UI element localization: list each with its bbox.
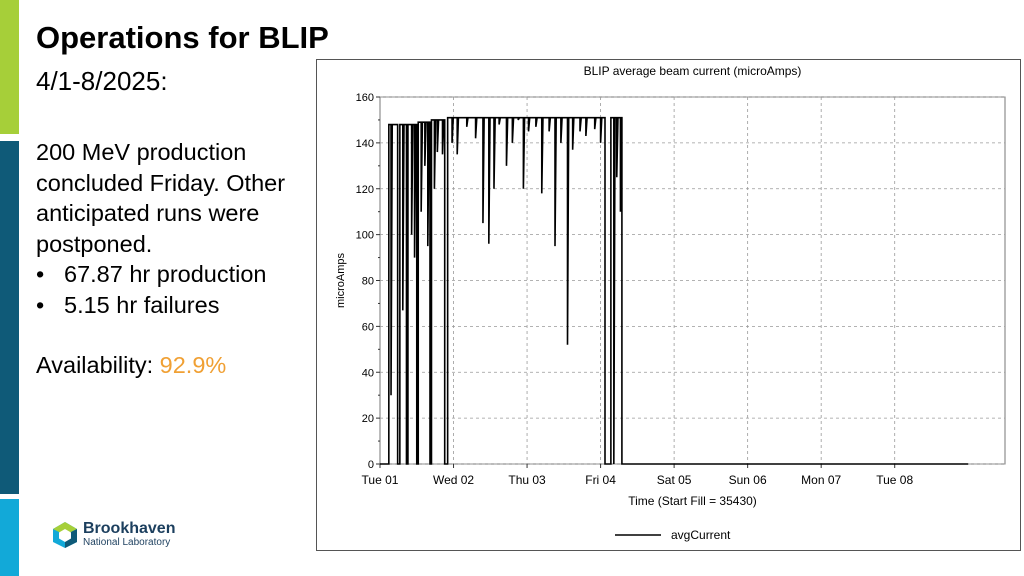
bullet-text: 67.87 hr production xyxy=(64,261,267,287)
x-tick-label: Thu 03 xyxy=(508,473,546,487)
accent-bar-blue xyxy=(0,499,19,576)
y-tick-label: 60 xyxy=(362,321,374,333)
x-tick-label: Mon 07 xyxy=(801,473,841,487)
x-tick-label: Tue 08 xyxy=(876,473,913,487)
intro-line: 200 MeV production xyxy=(36,139,247,165)
bullet-item: • 5.15 hr failures xyxy=(36,290,285,321)
y-axis-label: microAmps xyxy=(335,253,347,309)
legend-label: avgCurrent xyxy=(671,528,731,542)
y-tick-label: 160 xyxy=(356,92,374,104)
availability-value: 92.9% xyxy=(159,352,227,378)
y-tick-label: 140 xyxy=(356,138,374,150)
bullet-symbol: • xyxy=(36,261,45,287)
bullet-symbol: • xyxy=(36,291,45,318)
x-tick-label: Sat 05 xyxy=(657,473,692,487)
x-tick-label: Fri 04 xyxy=(585,473,616,487)
intro-line: anticipated runs were xyxy=(36,200,260,226)
bullet-text: 5.15 hr failures xyxy=(64,291,220,318)
accent-bar-green xyxy=(0,0,19,134)
brookhaven-logo: Brookhaven National Laboratory xyxy=(52,521,175,549)
chart-title: BLIP average beam current (microAmps) xyxy=(584,64,802,78)
intro-line: postponed. xyxy=(36,230,153,257)
slide-title: Operations for BLIP xyxy=(36,20,329,55)
hexagon-logo-icon xyxy=(53,522,77,548)
x-tick-label: Wed 02 xyxy=(433,473,474,487)
y-tick-label: 40 xyxy=(362,367,374,379)
x-tick-label: Tue 01 xyxy=(362,473,399,487)
y-tick-label: 0 xyxy=(368,459,374,471)
logo-subname: National Laboratory xyxy=(83,537,171,548)
slide-subtitle: 4/1-8/2025: xyxy=(36,66,168,96)
series-line-avgcurrent xyxy=(380,116,969,465)
y-tick-label: 20 xyxy=(362,413,374,425)
chart-frame: 0 20 40 60 80 100 120 140 160 Tue 01 Wed 02 Thu 03 F… xyxy=(316,59,1021,551)
availability-label: Availability: xyxy=(36,352,154,378)
logo-name: Brookhaven xyxy=(83,520,176,537)
accent-bar-teal xyxy=(0,141,19,494)
x-tick-label: Sun 06 xyxy=(729,473,767,487)
intro-line: concluded Friday. Other xyxy=(36,169,286,196)
x-axis-label: Time (Start Fill = 35430) xyxy=(628,494,757,508)
y-tick-label: 80 xyxy=(362,276,374,288)
bullet-item: • 67.87 hr production xyxy=(36,259,285,290)
availability-line: Availability: 92.9% xyxy=(36,350,285,381)
beam-current-chart: 0 20 40 60 80 100 120 140 160 Tue 01 Wed 02 Thu 03 F… xyxy=(335,64,1006,542)
y-tick-label: 100 xyxy=(356,230,374,242)
slide-body: 200 MeV production concluded Friday. Oth… xyxy=(36,137,285,381)
y-tick-label: 120 xyxy=(356,184,374,196)
